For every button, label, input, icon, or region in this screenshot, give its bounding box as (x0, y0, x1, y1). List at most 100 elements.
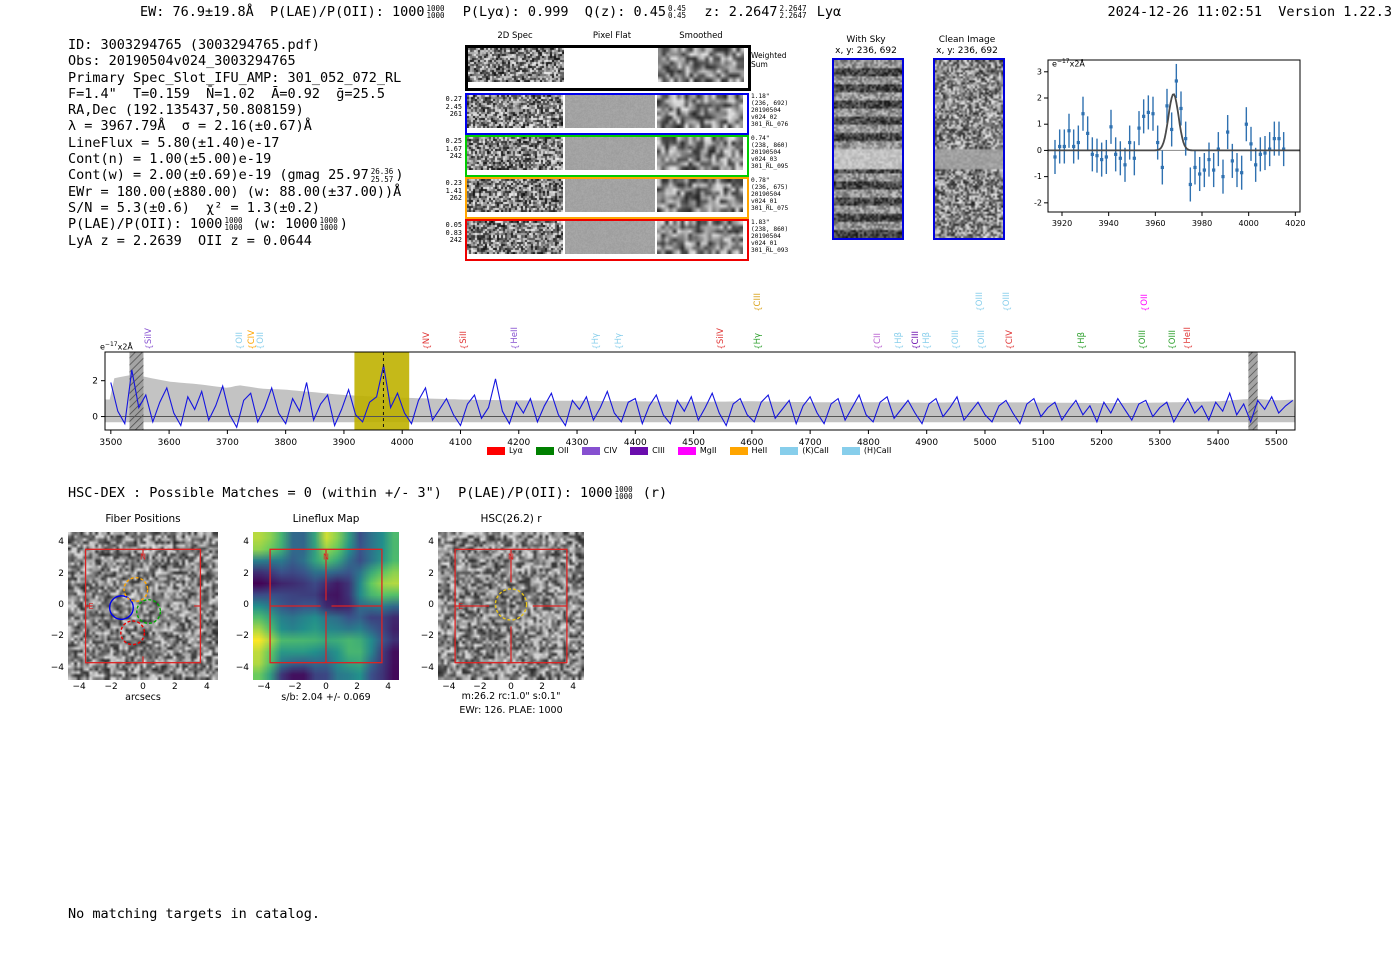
fiber-pixel-flat-image-0 (565, 95, 655, 128)
panel-gap (563, 95, 565, 133)
legend-swatch-2 (581, 446, 600, 455)
svg-text:3700: 3700 (216, 438, 239, 448)
clean-cutout-image (933, 58, 1005, 240)
legend-swatch-6 (780, 446, 799, 455)
fiber-row-left-labels-2: 0.23 1.41 262 (445, 179, 462, 203)
svg-text:4700: 4700 (799, 438, 822, 448)
fiber-row-right-labels-2: 0.78" (236, 675) 20190504 v024_01 301_RL_075 (751, 177, 789, 212)
hsc-line-fraction-1: 1000 1000 (614, 484, 633, 501)
legend-entry-7: (H)CaII (841, 446, 891, 455)
column-header-2d-spec: 2D Spec (497, 31, 533, 41)
svg-text:2: 2 (92, 377, 98, 387)
svg-text:3: 3 (1037, 67, 1042, 76)
fiber-row-right-labels-0: 1.18" (236, 692) 20190504 v024_02 301_RL_076 (751, 93, 789, 128)
legend-entry-6: (K)CaII (780, 446, 829, 455)
weighted-sum-pixel-flat-blank (566, 48, 656, 82)
svg-text:4100: 4100 (449, 438, 472, 448)
footer-line-1: No matching targets in catalog. (68, 906, 320, 922)
panel-xtick: 2 (539, 682, 545, 692)
svg-text:4000: 4000 (1238, 219, 1258, 228)
fiber-row-left-labels-3: 0.05 0.83 242 (445, 221, 462, 245)
column-header-smoothed: Smoothed (679, 31, 723, 41)
header-text-6: Lyα (808, 4, 842, 20)
clean-image-title: Clean Image x, y: 236, 692 (927, 35, 1007, 57)
info-line-11-fraction-1: 1000 1000 (224, 215, 243, 233)
svg-text:5400: 5400 (1207, 438, 1230, 448)
info-line-9: EWr = 180.00(±880.00) (w: 88.00(±37.00))… (68, 184, 403, 200)
panel-gap (655, 221, 657, 259)
info-line-12: LyA z = 2.2639 OII z = 0.0644 (68, 233, 403, 249)
detection-info-block: ID: 3003294765 (3003294765.pdf) Obs: 2019… (68, 37, 403, 249)
clean-image-title-text: Clean Image (938, 35, 996, 45)
lineflux-map-title: Lineflux Map (292, 513, 360, 525)
spectrum-line-legend: Lyα OII CIV CIII MgII HeII (K)CaII (H)CaII (487, 446, 891, 455)
legend-entry-5: HeII (729, 446, 767, 455)
hsc-image-xlabel2: EWr: 126. PLAE: 1000 (459, 705, 563, 716)
fiber-smoothed-image-2 (657, 179, 743, 212)
info-line-1-text-0: Obs: 20190504v024_3003294765 (68, 53, 296, 70)
cutout-row-weighted-sum (465, 45, 751, 91)
hsc-line-text-0: HSC-DEX : Possible Matches = 0 (within +… (68, 485, 613, 501)
panel-xtick: 4 (203, 682, 210, 692)
svg-text:E: E (89, 602, 94, 611)
info-line-5: λ = 3967.79Å σ = 2.16(±0.67)Å (68, 118, 403, 134)
svg-text:5500: 5500 (1265, 438, 1288, 448)
info-line-0-text-0: ID: 3003294765 (3003294765.pdf) (68, 37, 320, 53)
svg-text:4000: 4000 (391, 438, 414, 448)
legend-swatch-7 (841, 446, 860, 455)
info-line-11: P(LAE)/P(OII): 1000 1000 1000 (w: 1000 1000… (68, 216, 403, 232)
panel-xtick: 4 (570, 682, 576, 692)
info-line-8-fraction-1: 26.36 25.57 (370, 167, 394, 184)
legend-swatch-0 (487, 446, 505, 455)
weighted-sum-label: Weighted Sum (751, 51, 787, 69)
hsc-image-title: HSC(26.2) r (480, 513, 542, 525)
panel-ytick: −2 (50, 631, 64, 642)
svg-text:4900: 4900 (915, 438, 938, 448)
svg-text:1: 1 (1037, 120, 1042, 129)
lineflux-map-overlay: N (269, 548, 383, 664)
fiber-pixel-flat-image-2 (565, 179, 655, 212)
panel-xtick: 0 (323, 682, 329, 692)
svg-text:4020: 4020 (1285, 219, 1305, 228)
info-line-0: ID: 3003294765 (3003294765.pdf) (68, 37, 403, 53)
panel-ytick: −4 (50, 662, 64, 673)
info-line-1: Obs: 20190504v024_3003294765 (68, 53, 403, 69)
info-line-4: RA,Dec (192.135437,50.808159) (68, 102, 403, 118)
panel-xtick: 4 (385, 682, 391, 692)
full-spectrum-chart: 3500 3600 3700 3800 3900 4000 4100 4200 4300 4400… (92, 351, 1296, 448)
panel-xtick: 2 (172, 682, 178, 692)
panel-xtick: 2 (354, 682, 360, 692)
info-line-10: S/N = 5.3(±0.6) χ² = 1.3(±0.2) (68, 200, 403, 216)
info-line-2-text-0: Primary Spec_Slot_IFU_AMP: 301_052_072_R… (68, 69, 402, 86)
panel-gap (563, 221, 565, 259)
fiber-positions-overlay: NE (84, 548, 202, 664)
svg-text:3960: 3960 (1145, 219, 1165, 228)
fiber-smoothed-image-0 (657, 95, 743, 128)
svg-text:3920: 3920 (1052, 219, 1072, 228)
legend-swatch-3 (630, 446, 649, 455)
panel-xtick: −4 (442, 682, 456, 692)
svg-text:2: 2 (1037, 94, 1042, 103)
hsc-dex-match-line: HSC-DEX : Possible Matches = 0 (within +… (68, 485, 667, 501)
panel-gap (563, 137, 565, 175)
fiber-cutout-row-2 (465, 177, 749, 219)
panel-xtick: 0 (508, 682, 514, 692)
main-chart-units-label: e−17x2Å (100, 341, 133, 352)
fiber-2d-spec-image-2 (467, 179, 563, 212)
info-line-9-text-0: EWr = 180.00(±880.00) (w: 88.00(±37.00))… (68, 183, 402, 200)
header-text-2: P(Lyα): 0.999 Q(z): 0.45 (446, 4, 666, 20)
line-fit-zoom-chart: 3920 3940 3960 3980 4000 4020 -2 -1 0 1 2 3 (1034, 59, 1306, 228)
panel-gap (564, 48, 566, 88)
hsc-line-text-2: (r) (634, 485, 668, 501)
info-line-11-text-4: ) (339, 216, 348, 233)
panel-ytick: 2 (58, 568, 64, 579)
svg-text:3900: 3900 (332, 438, 355, 448)
fiber-positions-xlabel: arcsecs (125, 692, 161, 703)
header-summary: EW: 76.9±19.8Å P(LAE)/P(OII): 1000 1000 10… (140, 4, 841, 20)
fiber-pixel-flat-image-1 (565, 137, 655, 170)
panel-gap (656, 48, 658, 88)
legend-entry-0: Lyα (487, 446, 523, 455)
panel-gap (655, 95, 657, 133)
zoom-chart-units-label: e−17x2Å (1052, 58, 1085, 69)
